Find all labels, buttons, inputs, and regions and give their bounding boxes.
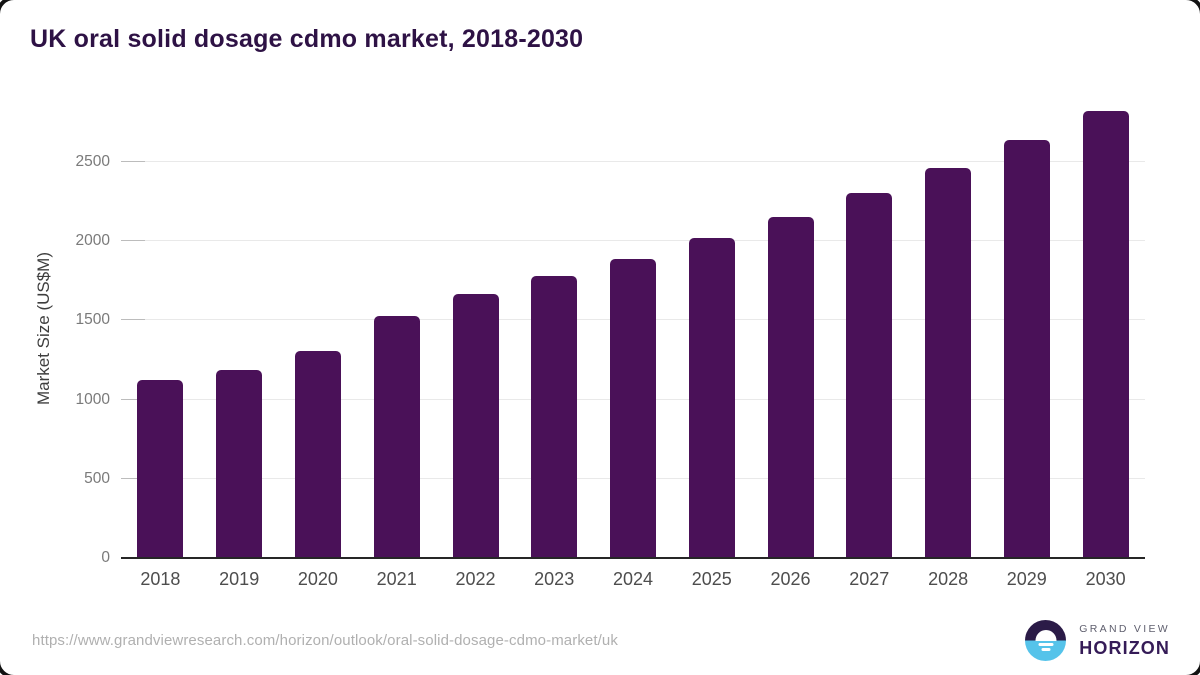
bar-2020	[294, 351, 341, 558]
plot-area	[121, 100, 1145, 559]
x-tick-label-2019: 2019	[219, 569, 260, 589]
x-axis-line	[121, 557, 1145, 559]
y-axis-tick-labels: 0 500 1000 1500 2000 2500	[20, 100, 110, 566]
source-url: https://www.grandviewresearch.com/horizo…	[32, 632, 618, 649]
x-tick-label-2029: 2029	[1006, 569, 1047, 589]
x-tick-label-2026: 2026	[770, 569, 811, 589]
gridline-2000	[121, 240, 1145, 242]
gridline-2500	[121, 161, 1145, 162]
x-tick-label-2025: 2025	[691, 569, 732, 589]
y-tickmark-1000	[121, 398, 145, 400]
x-tick-label-2028: 2028	[928, 569, 969, 589]
y-tick-label-2000: 2000	[75, 232, 110, 250]
sun-reflection-line-1	[1038, 642, 1054, 647]
x-tick-label-2020: 2020	[297, 569, 338, 589]
x-tick-label-2023: 2023	[534, 569, 575, 589]
sun-reflection-line-2	[1041, 647, 1051, 651]
y-tickmark-500	[121, 477, 145, 479]
logo-product-name: HORIZON	[1079, 637, 1170, 658]
x-tick-label-2022: 2022	[455, 569, 496, 589]
bar-2022	[452, 294, 499, 558]
logo-brand-name: GRAND VIEW	[1079, 622, 1170, 635]
y-tickmark-2500	[121, 161, 145, 162]
logo-text: GRAND VIEW HORIZON	[1079, 623, 1170, 659]
bar-2027	[846, 192, 893, 558]
bar-2025	[688, 238, 735, 558]
x-tick-label-2018: 2018	[140, 569, 181, 589]
grand-view-horizon-logo: GRAND VIEW HORIZON	[1025, 620, 1170, 661]
horizon-sunrise-icon	[1025, 620, 1067, 661]
bar-2028	[925, 168, 972, 558]
x-tick-label-2027: 2027	[849, 569, 890, 589]
y-tickmark-1500	[121, 319, 145, 321]
bar-2021	[373, 316, 420, 558]
bar-2018	[137, 379, 184, 558]
bar-2030	[1082, 111, 1129, 558]
x-axis-tick-labels: 2018 2019 2020 2021 2022 2023 2024 2025 2026 2027…	[121, 569, 1145, 595]
bar-2024	[610, 258, 656, 558]
x-tick-label-2030: 2030	[1085, 569, 1126, 589]
y-tickmark-2000	[121, 240, 145, 242]
y-tick-label-1000: 1000	[75, 390, 110, 408]
bar-2019	[216, 369, 263, 558]
y-tick-label-2500: 2500	[75, 153, 110, 170]
bar-2026	[767, 216, 814, 558]
bar-2023	[531, 276, 578, 558]
x-tick-label-2021: 2021	[376, 569, 417, 589]
sun-dome-shape	[1035, 630, 1057, 641]
y-tick-label-1500: 1500	[75, 311, 110, 329]
chart-title: UK oral solid dosage cdmo market, 2018-2…	[30, 25, 584, 53]
y-tick-label-500: 500	[84, 469, 110, 487]
y-tick-label-0: 0	[101, 549, 110, 566]
bar-2029	[1003, 139, 1050, 558]
x-tick-label-2024: 2024	[612, 569, 654, 589]
